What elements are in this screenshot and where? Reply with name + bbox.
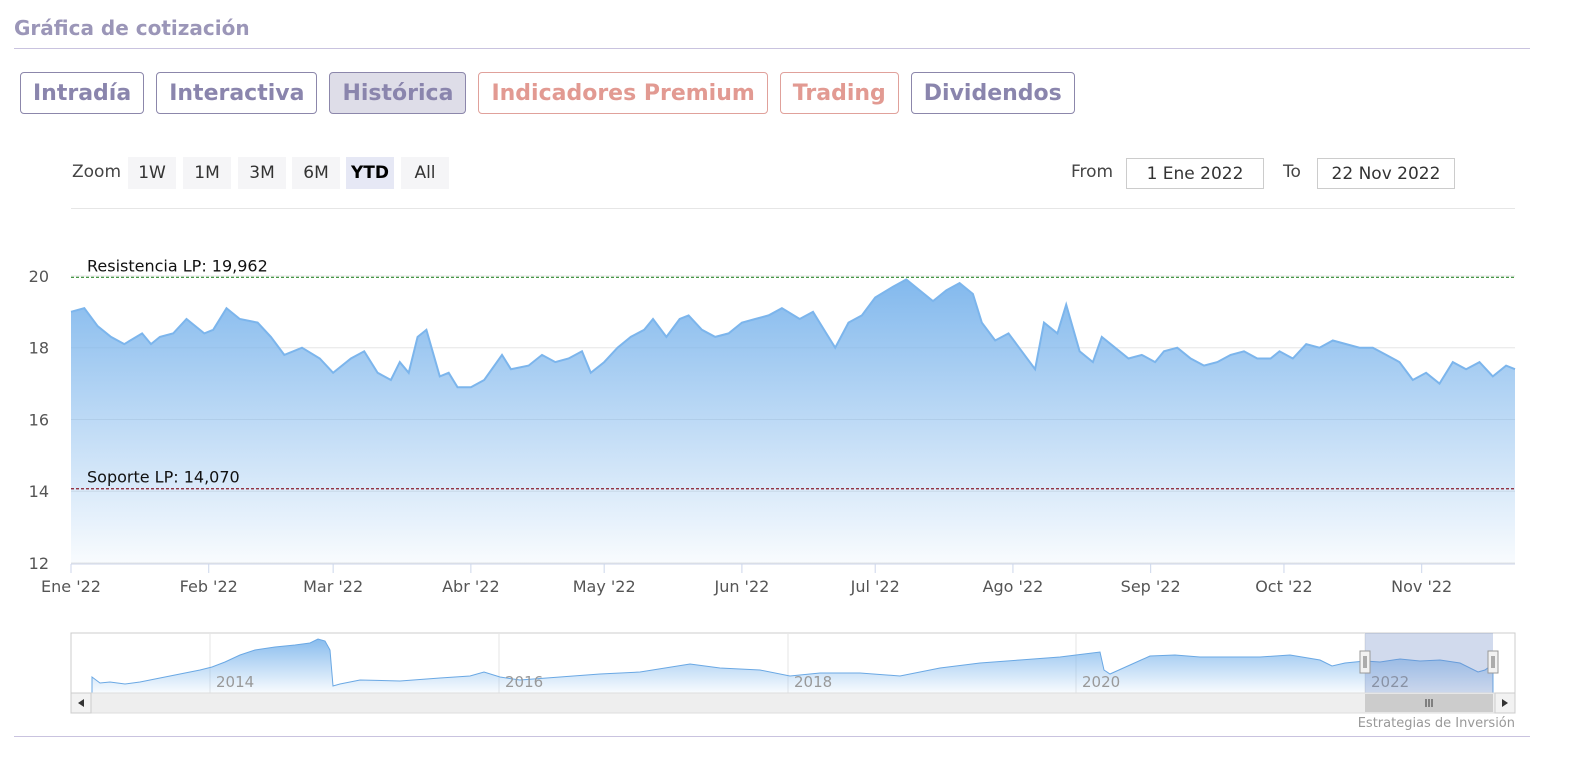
x-tick-label: Mar '22 — [303, 577, 363, 596]
bottom-divider — [14, 736, 1530, 737]
x-tick-label: Ago '22 — [983, 577, 1044, 596]
navigator-year-label: 2022 — [1371, 673, 1409, 691]
tab-indicadores-premium[interactable]: Indicadores Premium — [478, 72, 768, 114]
x-tick-label: Jul '22 — [850, 577, 900, 596]
y-tick-label: 12 — [29, 554, 49, 573]
tab-hist-rica[interactable]: Histórica — [329, 72, 467, 114]
support-label: Soporte LP: 14,070 — [87, 468, 240, 487]
y-tick-label: 18 — [29, 339, 49, 358]
navigator-area — [91, 638, 1494, 694]
navigator-handle-left[interactable] — [1359, 650, 1371, 674]
tab-intrad-a[interactable]: Intradía — [20, 72, 145, 114]
from-label: From — [1071, 162, 1114, 182]
scrollbar-thumb[interactable] — [1365, 694, 1493, 712]
scroll-left-arrow-icon — [78, 699, 84, 707]
x-tick-label: Feb '22 — [180, 577, 238, 596]
chart-tabs: Intradía Interactiva Histórica Indicadores … — [20, 72, 1075, 114]
chart-gridlines — [71, 275, 1515, 564]
x-tick-label: Jun '22 — [713, 577, 769, 596]
y-tick-label: 20 — [29, 267, 49, 286]
x-tick-label: Nov '22 — [1391, 577, 1452, 596]
navigator-year-label: 2014 — [216, 673, 254, 691]
scroll-right-arrow-icon — [1502, 699, 1508, 707]
zoom-label: Zoom — [72, 162, 122, 182]
navigator-selection[interactable] — [1365, 633, 1493, 693]
zoom-button-all[interactable]: All — [401, 157, 449, 189]
zoom-button-3m[interactable]: 3M — [238, 157, 286, 189]
title-divider — [14, 48, 1530, 49]
x-tick-label: Oct '22 — [1255, 577, 1313, 596]
zoom-button-1w[interactable]: 1W — [128, 157, 176, 189]
navigator-year-label: 2018 — [794, 673, 832, 691]
y-tick-label: 14 — [29, 482, 49, 501]
navigator-scrollbar[interactable] — [70, 692, 1516, 714]
zoom-button-1m[interactable]: 1M — [183, 157, 231, 189]
resistance-label: Resistencia LP: 19,962 — [87, 256, 268, 275]
scrollbar-left-button[interactable] — [70, 692, 92, 714]
y-tick-label: 16 — [29, 410, 49, 429]
price-area — [71, 279, 1515, 563]
tab-trading[interactable]: Trading — [779, 72, 899, 114]
to-date-input[interactable]: 22 Nov 2022 — [1317, 158, 1455, 189]
tab-dividendos[interactable]: Dividendos — [910, 72, 1075, 114]
chart-credit[interactable]: Estrategias de Inversión — [1357, 716, 1515, 731]
x-tick-label: Ene '22 — [41, 577, 101, 596]
x-tick-label: Abr '22 — [442, 577, 500, 596]
zoom-button-ytd[interactable]: YTD — [346, 157, 394, 189]
navigator-year-label: 2020 — [1082, 673, 1120, 691]
scrollbar-right-button[interactable] — [1494, 692, 1516, 714]
navigator-year-label: 2016 — [505, 673, 543, 691]
x-tick-label: May '22 — [573, 577, 636, 596]
to-label: To — [1283, 162, 1301, 182]
zoom-button-6m[interactable]: 6M — [292, 157, 340, 189]
from-date-input[interactable]: 1 Ene 2022 — [1126, 158, 1264, 189]
tab-interactiva[interactable]: Interactiva — [156, 72, 318, 114]
navigator[interactable]: 2014 2016 2018 2020 2022 — [70, 632, 1516, 694]
x-tick-label: Sep '22 — [1121, 577, 1181, 596]
section-title: Gráfica de cotización — [14, 16, 250, 40]
navigator-handle-right[interactable] — [1487, 650, 1499, 674]
chart-top-divider — [71, 208, 1515, 209]
price-line — [70, 278, 1516, 389]
